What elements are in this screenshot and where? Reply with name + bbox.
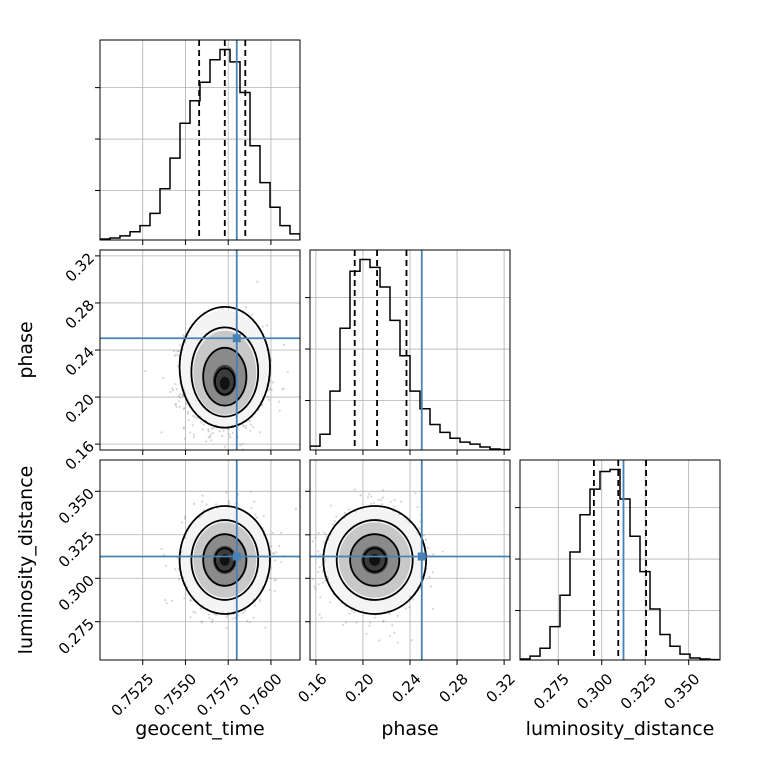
truth-marker-phase-luminosity_distance [417, 552, 426, 561]
ytick-label-phase-2: 0.24 [62, 343, 98, 379]
contour-phase-luminosity_distance-2 [349, 533, 401, 587]
contour-geocent_time-phase-1 [190, 326, 260, 418]
frame-luminosity_distance-luminosity_distance [519, 459, 721, 661]
xtick-label-geocent_time-1: 0.7550 [150, 670, 200, 720]
panel-phase-luminosity_distance: 0.16 0.20 0.24 0.28 0.32 phase [294, 459, 519, 740]
xtick-label-phase-2: 0.24 [388, 670, 424, 706]
frame-geocent_time-phase [99, 249, 301, 451]
xtick-label-phase-1: 0.20 [341, 670, 377, 706]
xtick-label-geocent_time-2: 0.7575 [193, 670, 243, 720]
xtick-label-phase-4: 0.32 [483, 670, 519, 706]
y-axis-label-luminosity_distance: luminosity_distance [15, 466, 37, 655]
contour-geocent_time-luminosity_distance-2 [202, 533, 248, 587]
contour-geocent_time-phase-3 [214, 367, 236, 396]
xtick-label-luminosity_distance-0: 0.275 [530, 670, 573, 713]
x-axis-label-phase: phase [381, 718, 438, 740]
ytick-label-phase-1: 0.20 [62, 390, 98, 426]
density-geocent_time-phase-4 [219, 376, 230, 390]
x-axis-label-geocent_time: geocent_time [135, 718, 264, 740]
samples-phase-luminosity_distance [310, 460, 510, 660]
ytick-label-luminosity_distance-3: 0.350 [55, 485, 98, 528]
ytick-label-luminosity_distance-1: 0.300 [55, 572, 98, 615]
contour-phase-luminosity_distance-1 [335, 519, 414, 601]
contour-geocent_time-luminosity_distance-0 [178, 505, 271, 615]
ytick-label-luminosity_distance-2: 0.325 [55, 528, 98, 571]
panel-phase-phase [305, 249, 511, 455]
panel-geocent_time-geocent_time [95, 39, 301, 245]
panel-geocent_time-phase: 0.16 0.20 0.24 0.28 0.32 phase [15, 249, 301, 474]
x-axis-label-luminosity_distance: luminosity_distance [526, 718, 715, 740]
histogram-phase [310, 258, 510, 450]
contour-geocent_time-phase-0 [178, 305, 271, 429]
contour-geocent_time-phase-2 [202, 346, 248, 407]
xtick-label-luminosity_distance-1: 0.300 [573, 670, 616, 713]
frame-geocent_time-geocent_time [99, 39, 301, 241]
xtick-label-phase-3: 0.28 [435, 670, 471, 706]
samples-geocent_time-phase [100, 250, 300, 450]
y-axis-label-phase: phase [15, 321, 37, 378]
ytick-label-phase-0: 0.16 [62, 437, 98, 473]
contour-phase-luminosity_distance-3 [362, 547, 387, 573]
frame-phase-luminosity_distance [309, 459, 511, 661]
truth-marker-geocent_time-phase [232, 334, 241, 343]
contour-phase-luminosity_distance-0 [322, 505, 428, 615]
samples-geocent_time-luminosity_distance [100, 460, 300, 660]
contour-geocent_time-luminosity_distance-1 [190, 519, 260, 601]
frame-geocent_time-luminosity_distance [99, 459, 301, 661]
ytick-label-phase-3: 0.28 [62, 296, 98, 332]
xtick-label-phase-0: 0.16 [294, 670, 330, 706]
xtick-label-luminosity_distance-2: 0.325 [617, 670, 660, 713]
ytick-label-luminosity_distance-0: 0.275 [55, 615, 98, 658]
truth-marker-geocent_time-luminosity_distance [232, 552, 241, 561]
xtick-label-geocent_time-3: 0.7600 [236, 670, 286, 720]
ytick-label-phase-4: 0.32 [62, 249, 98, 285]
panel-luminosity_distance-luminosity_distance: 0.275 0.300 0.325 0.350 luminosity_distance [515, 459, 721, 740]
frame-phase-phase [309, 249, 511, 451]
xtick-label-luminosity_distance-3: 0.350 [660, 670, 703, 713]
histogram-luminosity_distance [520, 468, 720, 660]
xtick-label-geocent_time-0: 0.7525 [108, 670, 158, 720]
